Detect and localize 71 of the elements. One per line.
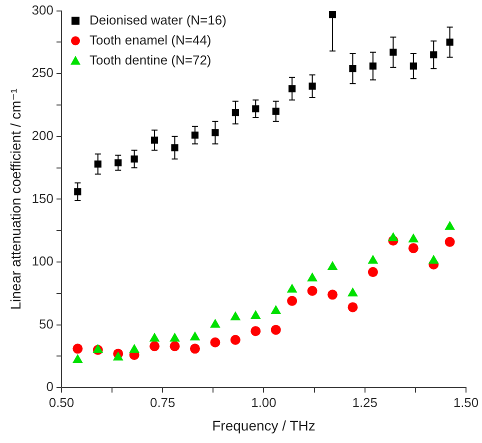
y-tick-label: 100 <box>32 254 54 269</box>
point <box>230 311 241 320</box>
point <box>444 236 455 247</box>
point <box>390 48 397 56</box>
point <box>307 272 318 282</box>
point <box>250 326 261 336</box>
point <box>444 220 456 230</box>
point <box>408 233 419 242</box>
point <box>252 105 260 112</box>
point <box>328 290 338 300</box>
point <box>130 155 138 163</box>
point <box>349 65 356 72</box>
point <box>408 243 418 254</box>
point <box>170 332 180 342</box>
x-tick-label: 1.50 <box>453 394 479 410</box>
point <box>112 351 124 360</box>
point <box>94 160 102 168</box>
legend-label: Tooth enamel (N=44) <box>89 32 212 48</box>
point <box>270 324 281 335</box>
point <box>149 332 160 342</box>
point <box>170 341 180 352</box>
point <box>74 188 82 196</box>
y-tick-label: 0 <box>46 379 54 394</box>
point <box>430 51 438 58</box>
point <box>348 287 358 296</box>
point <box>348 302 358 312</box>
point <box>428 254 439 264</box>
y-tick-label: 150 <box>32 190 54 206</box>
point <box>150 136 158 144</box>
point <box>308 82 316 90</box>
y-tick-label: 200 <box>32 128 54 143</box>
x-tick-label: 1.25 <box>352 394 378 410</box>
point <box>190 331 200 340</box>
point <box>72 344 83 354</box>
point <box>328 11 336 18</box>
point <box>368 254 378 264</box>
point <box>114 159 122 166</box>
point <box>212 129 219 136</box>
legend-label: Deionised water (N=16) <box>89 12 226 28</box>
point <box>230 334 240 345</box>
point <box>150 341 160 352</box>
point <box>72 354 83 363</box>
point <box>270 304 282 314</box>
point <box>368 267 378 278</box>
point <box>287 296 298 306</box>
y-axis-title: Linear attenuation coefficient / cm⁻¹ <box>7 88 24 310</box>
y-tick-label: 50 <box>39 316 54 332</box>
point <box>190 344 200 354</box>
point <box>250 310 261 320</box>
point <box>288 85 296 92</box>
point <box>327 261 338 270</box>
legend-label: Tooth dentine (N=72) <box>89 52 212 68</box>
point <box>272 108 280 115</box>
x-axis-title: Frequency / THz <box>212 417 316 434</box>
point <box>232 109 239 116</box>
point <box>171 144 178 152</box>
point <box>446 38 454 46</box>
point <box>286 284 298 293</box>
point <box>307 286 318 296</box>
point <box>129 344 140 353</box>
x-tick-label: 0.75 <box>150 394 176 410</box>
point <box>210 318 220 328</box>
point <box>388 232 398 242</box>
x-tick-label: 0.50 <box>48 394 74 410</box>
point <box>369 62 376 70</box>
point <box>410 62 417 70</box>
x-tick-label: 1.00 <box>251 394 276 410</box>
point <box>191 132 199 139</box>
y-tick-label: 250 <box>32 65 54 80</box>
y-tick-label: 300 <box>32 2 54 18</box>
point <box>210 337 220 348</box>
